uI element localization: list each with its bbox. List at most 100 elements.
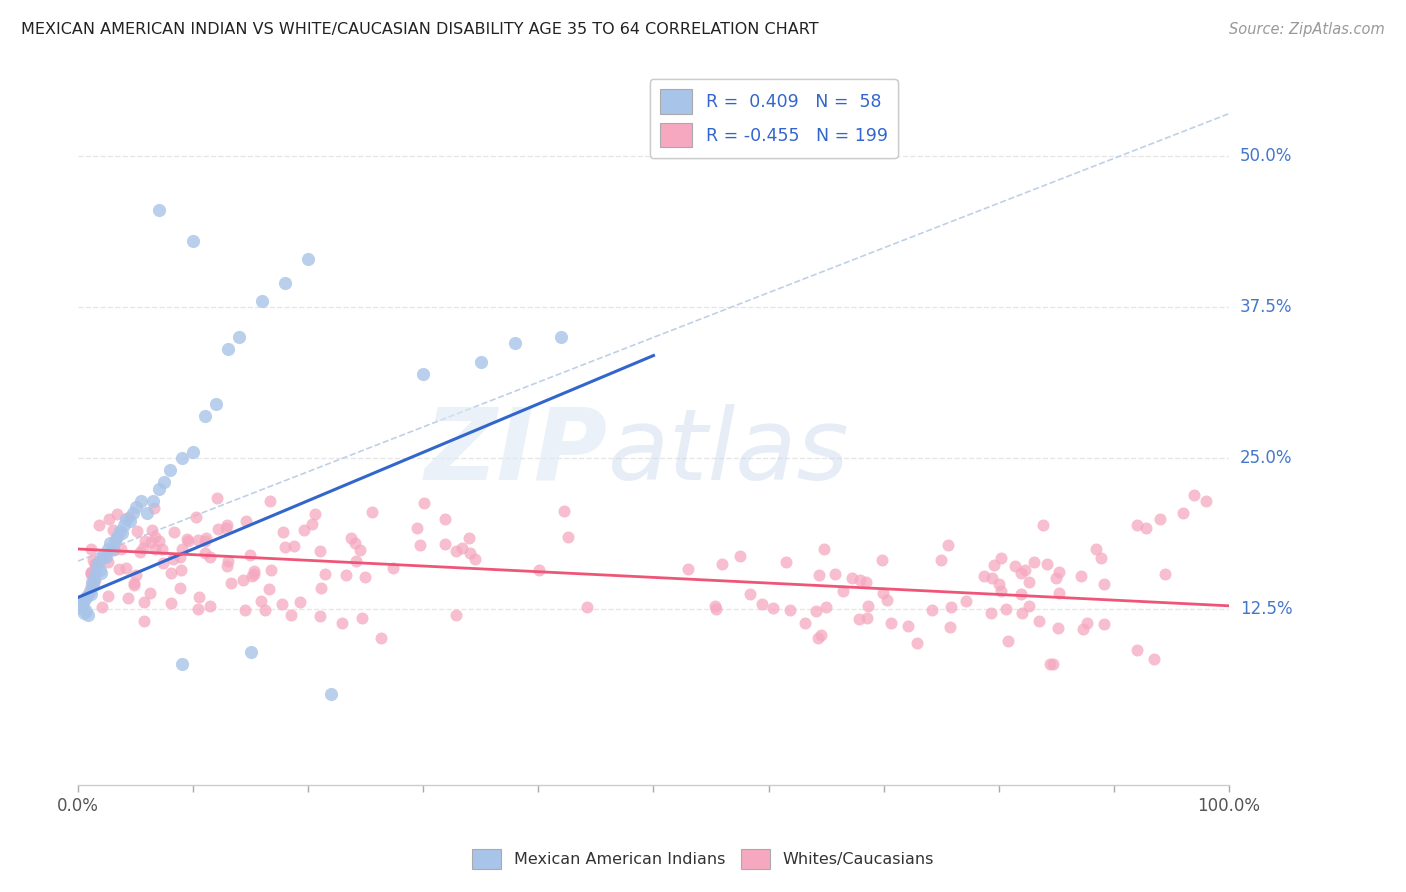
- Point: [97, 541, 120, 556]
- Point: [288, 595, 311, 609]
- Point: [343, 536, 366, 550]
- Point: [259, 582, 281, 597]
- Point: [89, 562, 111, 576]
- Point: [409, 538, 432, 552]
- Point: [1022, 555, 1045, 569]
- Point: [142, 501, 165, 516]
- Point: [242, 564, 264, 578]
- Point: [232, 573, 254, 587]
- Point: [228, 330, 250, 344]
- Point: [704, 599, 727, 613]
- Point: [274, 276, 297, 290]
- Point: [710, 558, 733, 572]
- Point: [297, 252, 319, 266]
- Point: [108, 561, 131, 575]
- Point: [259, 494, 281, 508]
- Point: [90, 566, 112, 581]
- Point: [84, 573, 107, 587]
- Point: [897, 618, 920, 632]
- Point: [148, 482, 170, 496]
- Point: [460, 545, 482, 559]
- Point: [344, 554, 367, 568]
- Point: [125, 524, 148, 538]
- Point: [176, 532, 198, 546]
- Point: [194, 409, 217, 423]
- Point: [990, 584, 1012, 599]
- Point: [955, 594, 977, 608]
- Point: [990, 551, 1012, 566]
- Point: [181, 445, 204, 459]
- Point: [1046, 621, 1069, 635]
- Point: [1004, 559, 1026, 574]
- Point: [980, 606, 1002, 620]
- Point: [987, 576, 1010, 591]
- Point: [129, 545, 152, 559]
- Point: [233, 603, 256, 617]
- Point: [160, 566, 183, 581]
- Text: 12.5%: 12.5%: [1240, 600, 1292, 618]
- Point: [94, 550, 117, 565]
- Point: [464, 551, 486, 566]
- Point: [111, 526, 134, 541]
- Point: [84, 557, 107, 571]
- Point: [1045, 571, 1067, 585]
- Point: [124, 500, 146, 514]
- Point: [880, 615, 903, 630]
- Point: [103, 523, 125, 537]
- Point: [321, 687, 343, 701]
- Point: [1036, 557, 1059, 571]
- Point: [451, 541, 474, 555]
- Point: [804, 604, 827, 618]
- Point: [101, 541, 124, 556]
- Point: [849, 573, 872, 587]
- Point: [458, 531, 481, 545]
- Point: [115, 512, 138, 526]
- Point: [235, 515, 257, 529]
- Point: [134, 533, 156, 548]
- Point: [412, 496, 434, 510]
- Point: [283, 539, 305, 553]
- Point: [301, 516, 323, 531]
- Point: [105, 507, 128, 521]
- Point: [76, 589, 98, 603]
- Point: [872, 586, 894, 600]
- Point: [330, 615, 353, 630]
- Point: [314, 566, 336, 581]
- Point: [198, 599, 221, 613]
- Point: [1047, 565, 1070, 579]
- Point: [170, 563, 193, 577]
- Point: [775, 555, 797, 569]
- Point: [153, 475, 176, 490]
- Point: [91, 551, 114, 566]
- Point: [187, 602, 209, 616]
- Point: [159, 463, 181, 477]
- Point: [807, 631, 830, 645]
- Point: [349, 542, 371, 557]
- Legend: Mexican American Indians, Whites/Caucasians: Mexican American Indians, Whites/Caucasi…: [465, 843, 941, 875]
- Point: [194, 531, 217, 545]
- Point: [75, 604, 97, 618]
- Point: [79, 566, 101, 580]
- Legend: R =  0.409   N =  58, R = -0.455   N = 199: R = 0.409 N = 58, R = -0.455 N = 199: [650, 79, 898, 158]
- Point: [194, 546, 217, 560]
- Point: [108, 524, 131, 538]
- Point: [470, 354, 492, 368]
- Point: [527, 563, 550, 577]
- Point: [308, 543, 330, 558]
- Point: [678, 562, 700, 576]
- Point: [97, 512, 120, 526]
- Point: [352, 611, 374, 625]
- Point: [200, 549, 222, 564]
- Point: [751, 597, 773, 611]
- Point: [77, 608, 100, 623]
- Point: [184, 510, 207, 524]
- Point: [104, 533, 127, 548]
- Point: [205, 491, 228, 505]
- Point: [1076, 615, 1098, 630]
- Point: [80, 587, 103, 601]
- Point: [810, 628, 832, 642]
- Point: [239, 548, 262, 562]
- Point: [132, 614, 155, 628]
- Point: [252, 294, 274, 309]
- Point: [79, 584, 101, 599]
